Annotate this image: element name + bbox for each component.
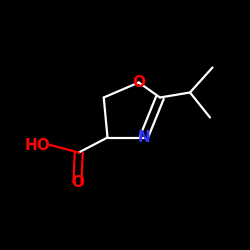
Text: HO: HO: [24, 138, 50, 152]
Text: N: N: [138, 130, 150, 145]
Text: O: O: [71, 175, 84, 190]
Text: O: O: [132, 75, 145, 90]
